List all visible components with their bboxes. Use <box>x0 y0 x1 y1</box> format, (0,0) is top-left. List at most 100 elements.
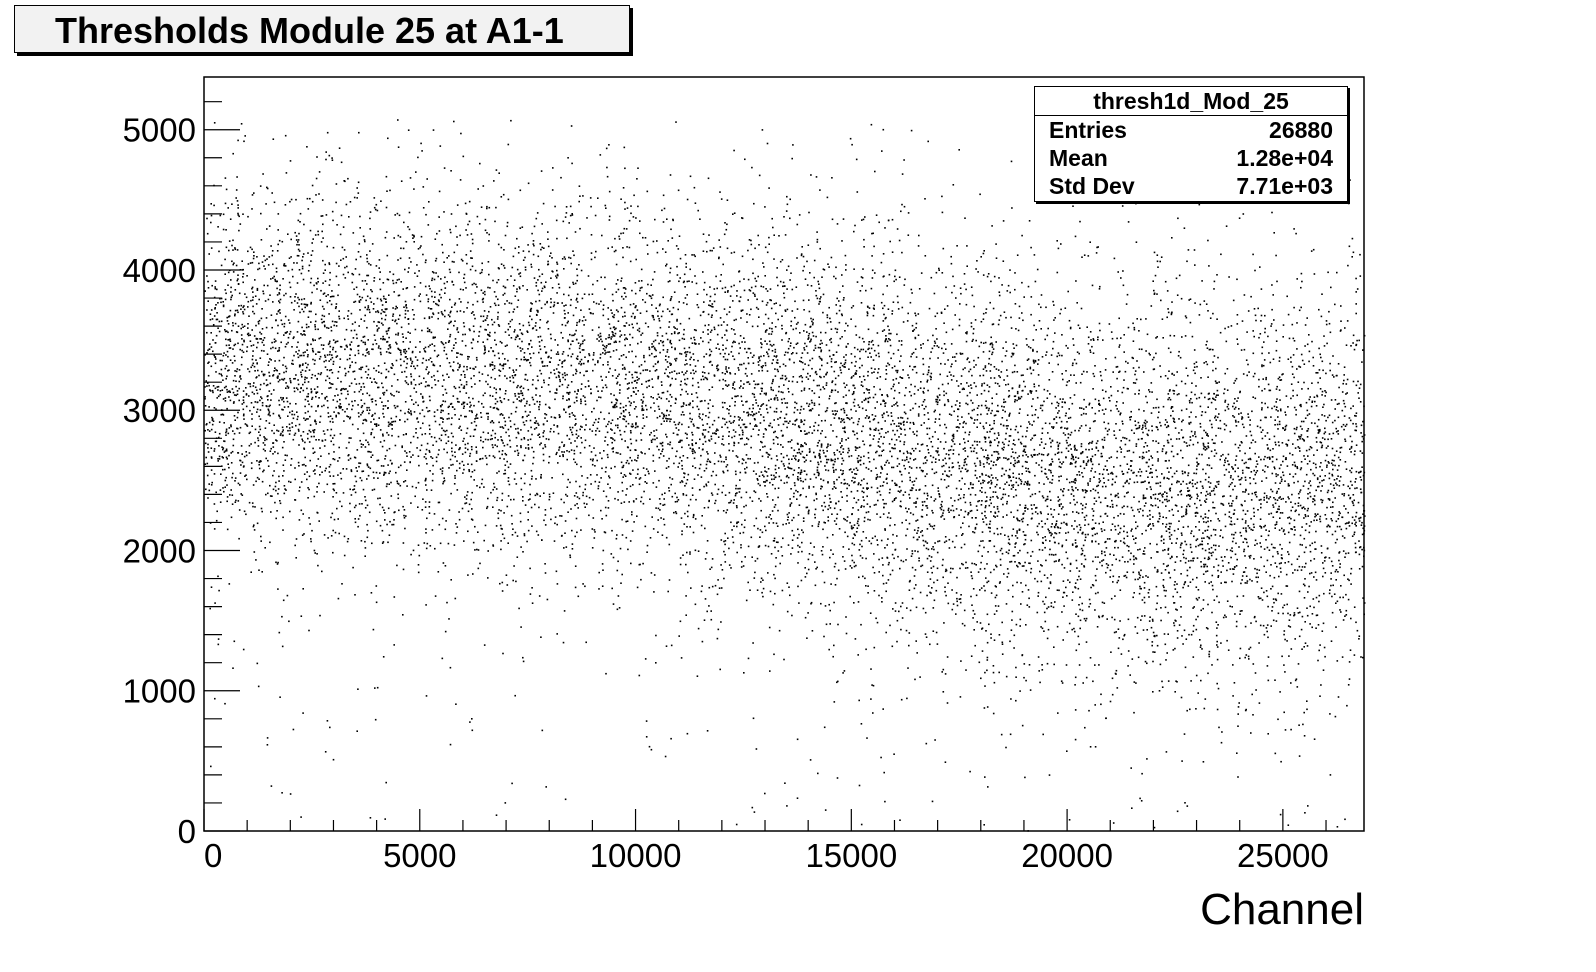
scatter-point <box>1263 525 1265 528</box>
scatter-point <box>991 342 993 344</box>
scatter-point <box>1048 464 1051 466</box>
scatter-point <box>298 430 300 432</box>
scatter-point <box>708 361 711 364</box>
scatter-point <box>490 376 493 379</box>
scatter-point <box>754 560 757 562</box>
scatter-point <box>608 475 610 477</box>
scatter-point <box>1308 585 1310 588</box>
scatter-point <box>867 348 869 351</box>
scatter-point <box>413 298 416 301</box>
scatter-point <box>725 458 727 461</box>
scatter-point <box>1120 451 1122 453</box>
scatter-point <box>1340 305 1342 307</box>
scatter-point <box>1186 574 1189 577</box>
scatter-point <box>564 258 566 260</box>
scatter-point <box>942 247 945 250</box>
scatter-point <box>953 410 955 413</box>
scatter-point <box>484 365 486 368</box>
scatter-point <box>1006 500 1008 503</box>
scatter-point <box>1149 471 1152 474</box>
scatter-point <box>974 319 977 321</box>
scatter-point <box>1049 540 1051 542</box>
scatter-point <box>844 386 846 389</box>
scatter-point <box>1056 625 1059 628</box>
scatter-point <box>882 582 885 585</box>
scatter-point <box>907 374 909 376</box>
scatter-point <box>902 321 905 323</box>
scatter-point <box>821 553 824 556</box>
scatter-point <box>273 424 275 426</box>
scatter-point <box>645 736 648 738</box>
scatter-point <box>1052 475 1054 477</box>
scatter-point <box>1333 376 1335 378</box>
scatter-point <box>265 379 268 381</box>
scatter-point <box>459 234 461 237</box>
scatter-point <box>562 473 564 476</box>
scatter-point <box>1151 618 1154 621</box>
scatter-point <box>579 428 581 431</box>
scatter-point <box>238 509 241 511</box>
scatter-point <box>1300 286 1302 289</box>
scatter-point <box>1344 556 1346 558</box>
scatter-point <box>1292 572 1294 574</box>
scatter-point <box>759 449 761 451</box>
scatter-point <box>716 367 718 370</box>
scatter-point <box>850 455 853 457</box>
scatter-point <box>816 466 819 469</box>
scatter-point <box>583 374 585 377</box>
scatter-point <box>648 379 651 382</box>
scatter-point <box>423 377 425 380</box>
scatter-point <box>1206 464 1209 466</box>
scatter-point <box>1052 340 1055 343</box>
scatter-point <box>760 577 763 580</box>
scatter-point <box>959 497 962 500</box>
scatter-point <box>988 463 990 465</box>
scatter-point <box>368 450 370 453</box>
scatter-point <box>1187 374 1189 377</box>
scatter-point <box>478 223 481 225</box>
scatter-point <box>270 314 273 316</box>
scatter-point <box>1186 494 1188 497</box>
scatter-point <box>537 311 539 313</box>
scatter-point <box>1175 680 1177 682</box>
scatter-point <box>408 211 411 214</box>
scatter-point <box>1231 547 1233 549</box>
scatter-point <box>599 154 602 156</box>
scatter-point <box>922 373 925 375</box>
scatter-point <box>456 356 458 358</box>
scatter-point <box>768 243 770 245</box>
scatter-point <box>328 154 331 157</box>
scatter-point <box>535 427 538 429</box>
scatter-point <box>698 415 700 418</box>
scatter-point <box>1254 544 1256 546</box>
scatter-point <box>514 694 516 697</box>
scatter-point <box>245 296 248 299</box>
scatter-point <box>1035 462 1038 464</box>
scatter-point <box>650 431 652 434</box>
scatter-point <box>517 432 520 435</box>
scatter-point <box>272 346 274 349</box>
scatter-point <box>949 571 952 574</box>
scatter-point <box>314 324 316 326</box>
scatter-point <box>985 500 988 502</box>
scatter-point <box>1149 472 1151 474</box>
scatter-point <box>367 339 369 341</box>
scatter-point <box>1241 575 1244 577</box>
scatter-point <box>518 246 520 248</box>
scatter-point <box>1176 481 1178 484</box>
scatter-point <box>1038 490 1041 493</box>
scatter-point <box>1247 413 1249 415</box>
scatter-point <box>869 420 871 423</box>
scatter-point <box>1180 409 1183 412</box>
scatter-point <box>610 338 612 340</box>
scatter-point <box>374 423 376 425</box>
scatter-point <box>642 417 645 419</box>
scatter-point <box>1252 507 1255 510</box>
scatter-point <box>733 319 736 322</box>
scatter-point <box>523 437 525 439</box>
scatter-point <box>1293 432 1296 435</box>
scatter-point <box>899 427 902 429</box>
scatter-point <box>382 295 385 298</box>
scatter-point <box>1045 473 1047 475</box>
scatter-point <box>990 441 992 444</box>
